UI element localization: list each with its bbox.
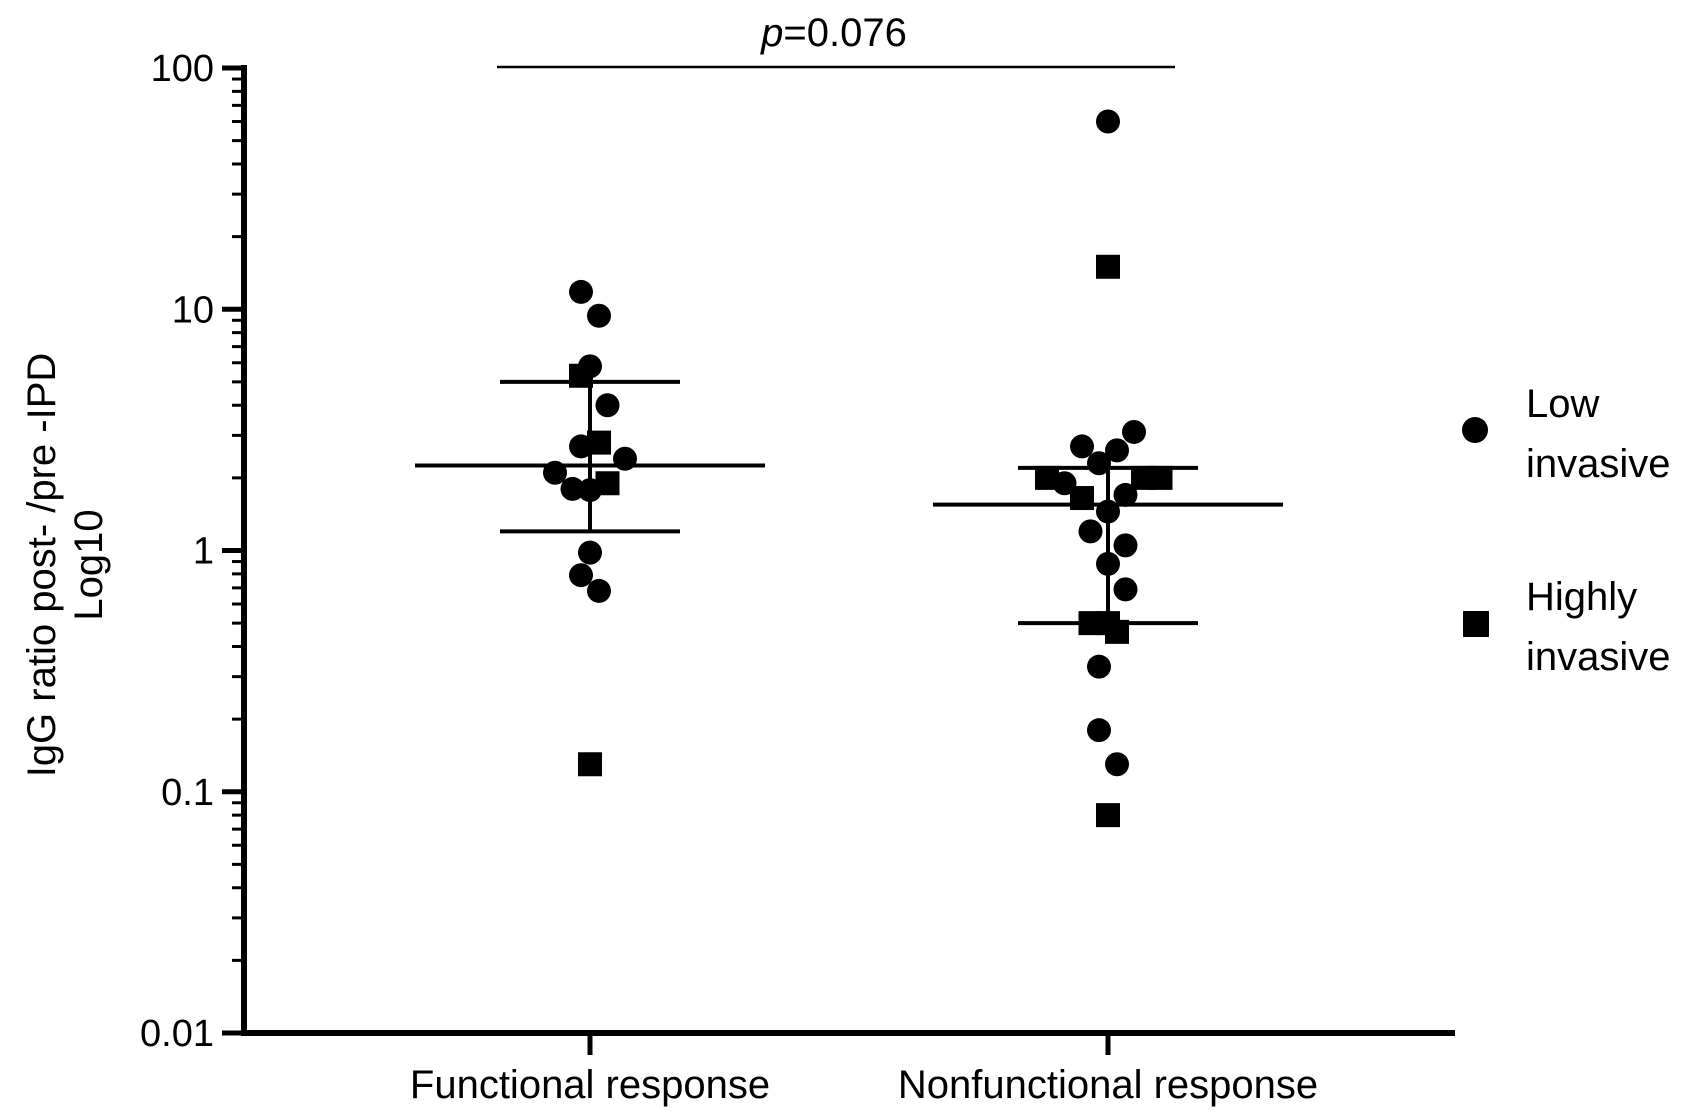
- low-invasive-point: [1113, 577, 1138, 602]
- highly-invasive-point: [1096, 803, 1120, 828]
- highly-invasive-point: [1105, 619, 1129, 644]
- highly-invasive-point: [569, 363, 593, 388]
- low-invasive-point: [595, 393, 620, 418]
- y-tick-label: 10: [172, 289, 214, 331]
- legend-square-marker: [1463, 611, 1489, 637]
- low-invasive-point: [613, 446, 637, 471]
- y-tick-labels: 100 10 1 0.1 0.01: [140, 48, 214, 1055]
- legend: Low invasive Highly invasive: [1462, 382, 1671, 679]
- p-value-symbol: p: [760, 11, 783, 55]
- low-invasive-point: [1105, 438, 1129, 463]
- axes: [222, 65, 1455, 1055]
- legend-circle-marker: [1462, 417, 1488, 443]
- y-axis-title-line-1: IgG ratio post- /pre -IPD: [20, 353, 64, 778]
- highly-invasive-point: [595, 471, 620, 496]
- highly-invasive-point: [1148, 465, 1173, 490]
- x-category-labels: Functional response Nonfunctional respons…: [410, 1063, 1318, 1107]
- low-invasive-point: [1087, 654, 1111, 679]
- highly-invasive-point: [587, 430, 611, 455]
- summary-bars: [415, 379, 1283, 626]
- highly-invasive-point: [1096, 254, 1120, 279]
- low-invasive-point: [543, 460, 567, 485]
- p-value-number: =0.076: [783, 11, 906, 55]
- low-invasive-point: [1096, 551, 1120, 576]
- low-invasive-point: [587, 578, 611, 603]
- legend-circle-label-line-1: Low: [1526, 382, 1599, 426]
- y-axis-title-line-2: Log10: [67, 509, 111, 620]
- p-value-label: p=0.076: [760, 11, 907, 55]
- low-invasive-point: [569, 563, 593, 588]
- low-invasive-point: [1078, 519, 1103, 544]
- low-invasive-point: [1105, 752, 1129, 777]
- low-invasive-point: [1087, 718, 1111, 743]
- low-invasive-point: [560, 476, 585, 501]
- low-invasive-point: [1113, 533, 1138, 558]
- y-tick-label: 0.01: [140, 1013, 214, 1055]
- highly-invasive-point: [1070, 486, 1094, 511]
- highly-invasive-point: [1035, 465, 1059, 490]
- y-tick-label: 100: [151, 48, 214, 90]
- low-invasive-point: [1096, 109, 1120, 134]
- data-points: [543, 109, 1173, 828]
- low-invasive-point: [587, 303, 611, 328]
- x-category-label: Nonfunctional response: [898, 1063, 1318, 1107]
- low-invasive-point: [1122, 419, 1146, 444]
- highly-invasive-point: [578, 752, 602, 777]
- low-invasive-point: [1087, 451, 1111, 476]
- legend-square-label-line-2: invasive: [1526, 635, 1671, 679]
- low-invasive-point: [1070, 434, 1094, 459]
- legend-square-label-line-1: Highly: [1526, 575, 1637, 619]
- x-category-label: Functional response: [410, 1063, 770, 1107]
- y-tick-label: 1: [193, 531, 214, 573]
- low-invasive-point: [569, 279, 593, 304]
- legend-circle-label-line-2: invasive: [1526, 442, 1671, 486]
- low-invasive-point: [578, 540, 602, 565]
- low-invasive-point: [1096, 499, 1120, 524]
- y-tick-label: 0.1: [161, 772, 214, 814]
